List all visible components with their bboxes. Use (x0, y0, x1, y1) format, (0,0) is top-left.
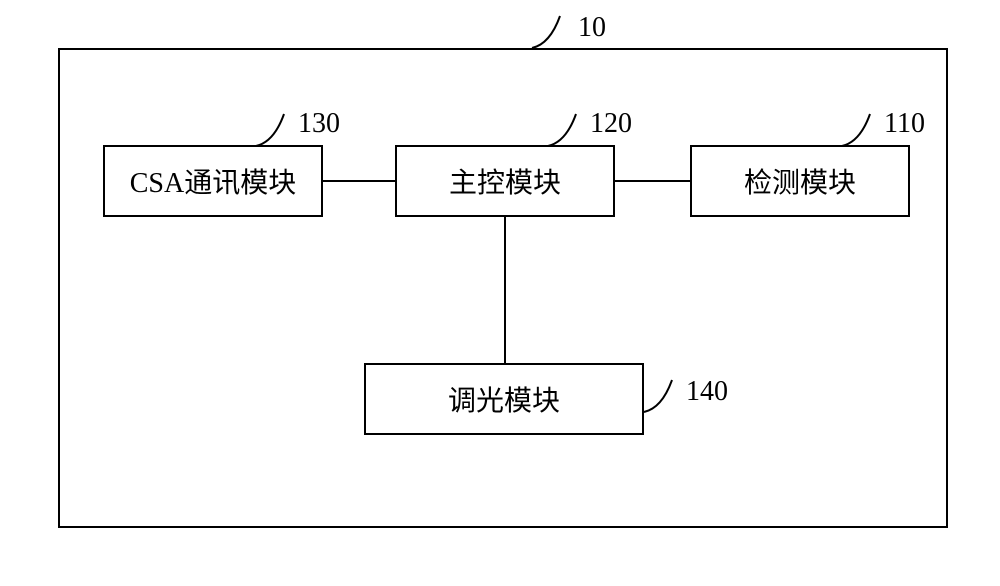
callout-label-comm: 130 (298, 108, 340, 140)
box-dimming: 调光模块 (364, 363, 644, 435)
connector-main-detect (615, 180, 690, 182)
box-detect-label: 检测模块 (744, 161, 856, 201)
box-detect: 检测模块 (690, 145, 910, 217)
box-comm-label: CSA通讯模块 (130, 161, 296, 201)
box-main: 主控模块 (395, 145, 615, 217)
box-comm: CSA通讯模块 (103, 145, 323, 217)
connector-main-dimming (504, 217, 506, 363)
callout-label-outer: 10 (578, 12, 606, 44)
callout-curve-comm (256, 112, 296, 152)
callout-curve-dimming (644, 380, 684, 420)
box-dimming-label: 调光模块 (448, 379, 560, 419)
callout-curve-outer (532, 16, 572, 56)
box-main-label: 主控模块 (449, 161, 561, 201)
outer-container (58, 48, 948, 528)
connector-comm-main (323, 180, 395, 182)
callout-label-main: 120 (590, 108, 632, 140)
callout-curve-main (548, 112, 588, 152)
callout-label-detect: 110 (884, 108, 925, 140)
callout-label-dimming: 140 (686, 376, 728, 408)
callout-curve-detect (842, 112, 882, 152)
